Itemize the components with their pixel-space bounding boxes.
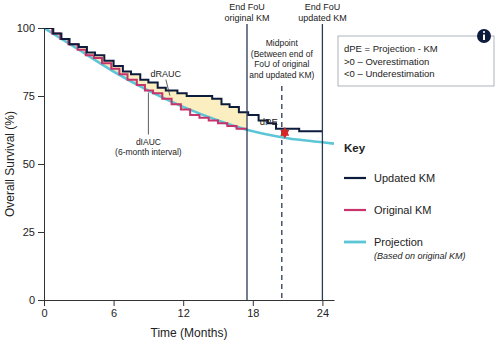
info-box-frame bbox=[338, 36, 494, 86]
reference-line-label: Midpoint bbox=[266, 38, 299, 48]
reference-line-label: End FoU bbox=[305, 2, 341, 12]
x-axis-title: Time (Months) bbox=[151, 326, 228, 340]
y-tick-mark bbox=[38, 28, 44, 29]
legend-label: Updated KM bbox=[374, 172, 435, 184]
x-tick-label: 18 bbox=[247, 307, 259, 319]
y-tick: 50 bbox=[23, 158, 44, 170]
x-tick-label: 12 bbox=[178, 307, 190, 319]
y-tick-label: 50 bbox=[23, 158, 35, 170]
legend-label: Original KM bbox=[374, 204, 431, 216]
y-tick-mark bbox=[38, 300, 44, 301]
reference-line-label: FoU of original bbox=[254, 59, 309, 69]
y-tick-label: 100 bbox=[17, 22, 35, 34]
reference-line-label: updated KM bbox=[298, 13, 347, 23]
legend: Key Updated KM Original KM Projection (Based… bbox=[344, 142, 466, 261]
x-tick-mark bbox=[253, 300, 254, 306]
x-axis-line bbox=[45, 300, 335, 301]
legend-description: (Based on original KM) bbox=[374, 251, 466, 261]
series-line bbox=[44, 28, 247, 129]
y-axis-line bbox=[44, 29, 45, 301]
shading-label: (6-month interval) bbox=[115, 147, 182, 157]
info-box-line: <0 – Underestimation bbox=[344, 68, 435, 79]
y-tick-mark bbox=[38, 232, 44, 233]
reference-line bbox=[246, 24, 247, 300]
info-icon-dot bbox=[483, 31, 485, 33]
reference-line bbox=[281, 86, 282, 300]
y-tick: 100 bbox=[17, 22, 44, 34]
legend-swatch bbox=[344, 209, 366, 211]
shading-label-group: dRAUC bbox=[151, 69, 182, 96]
y-tick: 75 bbox=[23, 90, 44, 102]
y-axis: 0 25 50 75 100 bbox=[17, 22, 45, 306]
legend-swatch bbox=[344, 241, 366, 244]
annotation-label: dPE bbox=[260, 116, 278, 127]
x-tick: 24 bbox=[317, 300, 329, 319]
x-tick-label: 0 bbox=[41, 307, 47, 319]
shading-label: dRAUC bbox=[151, 69, 182, 79]
reference-line-group: Midpoint(Between end ofFoU of originalan… bbox=[249, 38, 314, 300]
reference-line-label: (Between end of bbox=[251, 49, 314, 59]
reference-line-label: and updated KM) bbox=[249, 70, 314, 80]
x-tick: 6 bbox=[111, 300, 117, 319]
y-tick-label: 25 bbox=[23, 226, 35, 238]
x-tick-label: 24 bbox=[317, 307, 329, 319]
legend-swatch bbox=[344, 177, 366, 179]
info-icon bbox=[477, 29, 491, 43]
info-icon-stem bbox=[483, 35, 485, 41]
y-tick-mark bbox=[38, 96, 44, 97]
x-tick-label: 6 bbox=[111, 307, 117, 319]
x-tick-mark bbox=[114, 300, 115, 306]
y-tick: 0 bbox=[29, 294, 44, 306]
series-line bbox=[44, 28, 334, 144]
info-box: dPE = Projection - KM >0 – Overestimation… bbox=[338, 29, 494, 86]
x-tick-mark bbox=[183, 300, 184, 306]
info-box-line: >0 – Overestimation bbox=[344, 56, 429, 67]
reference-line-group: End FoUoriginal KM bbox=[224, 2, 269, 300]
info-box-line: dPE = Projection - KM bbox=[344, 43, 438, 54]
x-axis: 0 6 12 18 24 bbox=[41, 300, 334, 319]
shading-label: dIAUC bbox=[136, 137, 161, 147]
series-line bbox=[44, 28, 322, 131]
x-tick: 18 bbox=[247, 300, 259, 319]
leader-line bbox=[148, 93, 149, 135]
y-tick-label: 75 bbox=[23, 90, 35, 102]
x-tick-mark bbox=[322, 300, 323, 306]
leader-line bbox=[166, 80, 170, 96]
x-tick: 12 bbox=[178, 300, 190, 319]
reference-line-label: original KM bbox=[224, 13, 269, 23]
legend-title: Key bbox=[344, 142, 366, 154]
chart-svg: 0 6 12 18 24 0 25 50 75 100 Time (Months) Overall S… bbox=[0, 0, 500, 349]
y-tick: 25 bbox=[23, 226, 44, 238]
y-tick-mark bbox=[38, 164, 44, 165]
x-tick-mark bbox=[44, 300, 45, 306]
plot-area bbox=[44, 28, 334, 144]
y-axis-title: Overall Survival (%) bbox=[3, 111, 17, 217]
reference-line-label: End FoU bbox=[229, 2, 265, 12]
legend-label: Projection bbox=[374, 236, 423, 248]
reference-line bbox=[322, 24, 323, 300]
shading-label-group: dIAUC(6-month interval) bbox=[115, 93, 182, 157]
y-tick-label: 0 bbox=[29, 294, 35, 306]
dpe-arrow bbox=[284, 129, 286, 137]
x-tick: 0 bbox=[41, 300, 47, 319]
